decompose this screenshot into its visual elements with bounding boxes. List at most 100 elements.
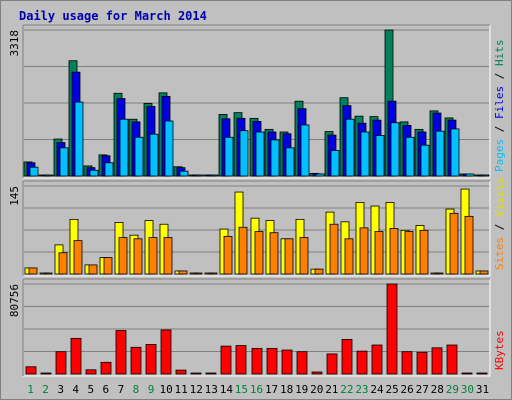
bar-kbytes-day-22 [341, 339, 353, 375]
bar-kbytes-day-20 [311, 371, 323, 375]
bar-sites-day-4 [73, 240, 83, 275]
bar-sites-day-29 [449, 212, 459, 275]
bar-sites-day-9 [148, 237, 158, 275]
legend-entry: KBytes [493, 330, 506, 370]
bar-pages-day-16 [255, 131, 265, 177]
x-tick-label-day-21: 21 [325, 383, 338, 396]
panel-hits: 3318 Pages / Files / Hits [8, 24, 506, 179]
bar-kbytes-day-15 [235, 345, 247, 375]
bar-pages-day-9 [149, 133, 159, 177]
x-tick-label-day-17: 17 [265, 383, 278, 396]
x-tick-label-day-8: 8 [133, 383, 140, 396]
x-tick-label-day-24: 24 [370, 383, 384, 396]
legend-entry: Files [493, 86, 506, 119]
bar-pages-day-27 [420, 144, 430, 177]
bar-pages-day-11 [179, 170, 189, 177]
x-tick-label-day-29: 29 [446, 383, 459, 396]
bar-sites-day-18 [284, 238, 294, 275]
bar-sites-day-17 [269, 232, 279, 275]
bar-sites-day-13 [208, 272, 218, 275]
bar-pages-day-21 [330, 150, 340, 177]
x-tick-label-day-1: 1 [27, 383, 34, 396]
panel-legend: Sites / Visits [493, 177, 506, 270]
bar-sites-day-16 [254, 231, 264, 275]
bar-kbytes-day-14 [220, 345, 232, 375]
bar-kbytes-day-31 [476, 372, 488, 375]
bar-kbytes-day-28 [431, 347, 443, 375]
bar-pages-day-25 [390, 122, 400, 177]
bar-kbytes-day-6 [100, 361, 112, 375]
bar-pages-day-10 [164, 120, 174, 177]
x-tick-label-day-4: 4 [72, 383, 79, 396]
bar-sites-day-12 [193, 272, 203, 275]
x-tick-label-day-23: 23 [355, 383, 368, 396]
bar-pages-day-3 [59, 147, 69, 177]
bar-pages-day-22 [345, 118, 355, 177]
chart-title: Daily usage for March 2014 [19, 9, 207, 23]
bar-sites-day-27 [419, 229, 429, 275]
x-tick-label-day-13: 13 [205, 383, 218, 396]
x-tick-label-day-22: 22 [340, 383, 353, 396]
x-tick-label-day-7: 7 [118, 383, 125, 396]
bar-kbytes-day-24 [371, 344, 383, 375]
bar-sites-day-8 [133, 238, 143, 275]
x-tick-label-day-14: 14 [220, 383, 234, 396]
bar-sites-day-25 [389, 228, 399, 275]
bar-pages-day-24 [375, 135, 385, 177]
x-tick-label-day-11: 11 [175, 383, 188, 396]
bar-pages-day-31 [480, 174, 490, 177]
bar-kbytes-day-8 [130, 346, 142, 375]
bar-kbytes-day-26 [401, 351, 413, 375]
bar-pages-day-13 [209, 174, 219, 177]
legend-entry: Hits [493, 40, 506, 67]
bar-kbytes-day-27 [416, 351, 428, 375]
legend-entry: / [493, 217, 506, 237]
bar-kbytes-day-10 [160, 329, 172, 375]
bar-pages-day-26 [405, 136, 415, 177]
bar-pages-day-2 [44, 174, 54, 177]
bar-sites-day-26 [404, 231, 414, 275]
bar-pages-day-1 [29, 166, 39, 177]
x-tick-label-day-20: 20 [310, 383, 323, 396]
bar-pages-day-5 [89, 169, 99, 177]
x-tick-label-day-2: 2 [42, 383, 49, 396]
bar-kbytes-day-2 [40, 372, 52, 375]
panel-kbytes: 80756 KBytes [8, 278, 506, 377]
bar-kbytes-day-5 [85, 369, 97, 375]
legend-entry: Pages [493, 139, 506, 172]
x-tick-label-day-3: 3 [57, 383, 64, 396]
x-tick-label-day-25: 25 [385, 383, 398, 396]
bar-sites-day-10 [163, 237, 173, 275]
bar-sites-day-15 [238, 226, 248, 275]
bar-sites-day-11 [178, 270, 188, 275]
panel-legend: Pages / Files / Hits [493, 40, 506, 173]
x-tick-label-day-10: 10 [159, 383, 172, 396]
y-max-label: 145 [8, 186, 21, 206]
bar-sites-day-24 [374, 231, 384, 275]
x-tick-label-day-6: 6 [103, 383, 110, 396]
x-tick-label-day-12: 12 [190, 383, 203, 396]
bar-pages-day-6 [104, 162, 114, 177]
x-tick-label-day-19: 19 [295, 383, 308, 396]
panel-legend: KBytes [493, 330, 506, 370]
bar-kbytes-day-13 [205, 372, 217, 375]
bar-kbytes-day-18 [281, 349, 293, 375]
x-tick-label-day-15: 15 [235, 383, 248, 396]
x-tick-label-day-16: 16 [250, 383, 263, 396]
bar-sites-day-6 [103, 257, 113, 275]
legend-entry: / [493, 119, 506, 139]
x-tick-label-day-28: 28 [431, 383, 444, 396]
bar-sites-day-21 [329, 223, 339, 275]
bar-sites-day-20 [314, 268, 324, 275]
bar-kbytes-day-29 [446, 344, 458, 375]
bar-pages-day-7 [119, 118, 129, 177]
bar-pages-day-29 [450, 128, 460, 177]
x-tick-label-day-18: 18 [280, 383, 293, 396]
legend-entry: / [493, 66, 506, 86]
x-tick-label-day-30: 30 [461, 383, 474, 396]
bar-kbytes-day-12 [190, 372, 202, 375]
bar-kbytes-day-21 [326, 353, 338, 375]
bar-sites-day-3 [58, 252, 68, 275]
bar-pages-day-28 [435, 130, 445, 177]
